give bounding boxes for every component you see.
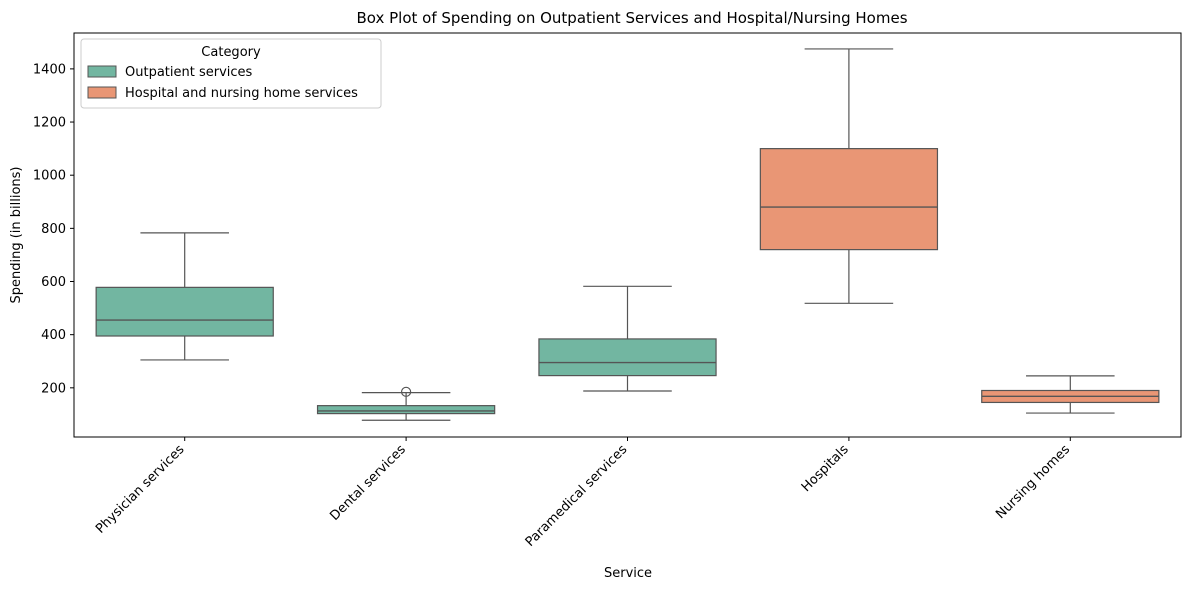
outlier-point <box>401 386 412 397</box>
y-tick-label: 800 <box>41 222 66 237</box>
x-tick-label: Hospitals <box>799 442 852 495</box>
legend-title: Category <box>201 45 261 60</box>
chart-title: Box Plot of Spending on Outpatient Servi… <box>356 9 907 27</box>
iqr-box <box>95 286 274 337</box>
x-axis-label: Service <box>604 566 652 581</box>
y-axis-label: Spending (in billions) <box>9 166 24 303</box>
legend-entry-label: Outpatient services <box>125 65 253 80</box>
box-nursing-homes <box>981 375 1160 414</box>
y-tick-label: 1400 <box>33 62 66 77</box>
y-tick-label: 1200 <box>33 116 66 131</box>
x-tick-label: Dental services <box>327 442 409 524</box>
box-dental-services <box>316 386 496 421</box>
y-tick-label: 1000 <box>33 169 66 184</box>
plot-area <box>95 48 1160 421</box>
iqr-box <box>759 148 939 251</box>
y-tick-label: 400 <box>41 328 66 343</box>
legend-entry-label: Hospital and nursing home services <box>125 86 358 101</box>
box-hospitals <box>759 48 939 304</box>
y-tick-label: 200 <box>41 381 66 396</box>
iqr-box <box>316 405 496 415</box>
x-tick-label: Physician services <box>93 442 188 537</box>
box-physician-services <box>95 232 274 361</box>
legend-swatch <box>87 86 117 99</box>
box-paramedical-services <box>538 285 717 392</box>
y-tick-label: 600 <box>41 275 66 290</box>
x-tick-label: Paramedical services <box>523 442 631 550</box>
legend: Category Outpatient services Hospital and… <box>80 38 382 109</box>
iqr-box <box>538 338 717 377</box>
legend-swatch <box>87 65 117 78</box>
x-tick-label: Nursing homes <box>993 442 1073 522</box>
legend-frame <box>80 38 382 109</box>
